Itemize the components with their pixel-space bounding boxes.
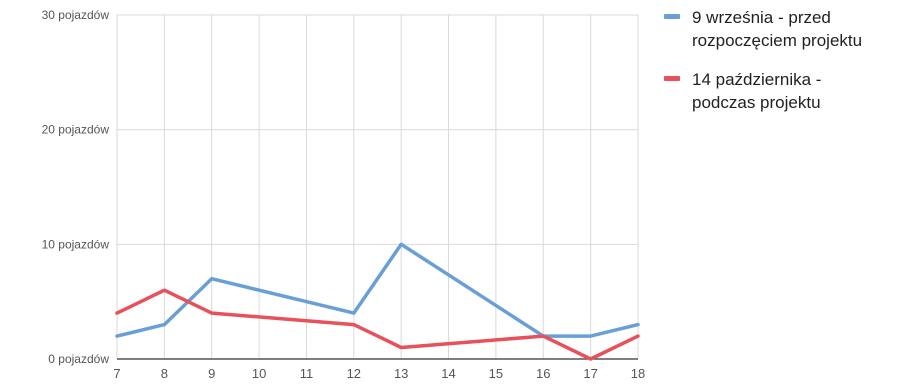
x-tick-label-11: 11 (300, 366, 314, 381)
x-tick-label-16: 16 (536, 366, 550, 381)
chart-series (115, 242, 640, 361)
y-tick-label-0: 0 pojazdów (48, 352, 109, 366)
legend-swatch-series-1 (664, 14, 680, 19)
x-tick-label-17: 17 (583, 366, 597, 381)
x-tick-label-9: 9 (208, 366, 215, 381)
y-tick-label-30: 30 pojazdów (42, 8, 110, 22)
x-tick-label-14: 14 (441, 366, 455, 381)
legend-item-series-2: 14 października - podczas projektu (664, 68, 904, 114)
legend-swatch-series-2 (664, 76, 680, 81)
series-line-1 (115, 242, 640, 338)
legend-label-series-1: 9 września - przed rozpoczęciem projektu (692, 8, 863, 50)
x-tick-label-13: 13 (394, 366, 408, 381)
legend-label-series-2: 14 października - podczas projektu (692, 70, 822, 112)
legend-item-series-1: 9 września - przed rozpoczęciem projektu (664, 6, 904, 52)
y-axis-tick-labels: 0 pojazdów 10 pojazdów 20 pojazdów 30 pojaz… (42, 8, 110, 366)
x-tick-label-10: 10 (252, 366, 266, 381)
y-tick-label-20: 20 pojazdów (42, 123, 110, 137)
x-tick-label-18: 18 (631, 366, 645, 381)
x-tick-label-7: 7 (113, 366, 120, 381)
x-tick-label-8: 8 (161, 366, 168, 381)
x-tick-label-12: 12 (347, 366, 361, 381)
chart-legend: 9 września - przed rozpoczęciem projektu… (664, 6, 904, 130)
x-tick-label-15: 15 (489, 366, 503, 381)
chart-grid (116, 14, 639, 359)
series-line-2 (115, 288, 640, 361)
x-axis-tick-labels: 7 8 9 10 11 12 13 14 15 16 17 18 (113, 366, 645, 381)
y-tick-label-10: 10 pojazdów (42, 237, 110, 251)
